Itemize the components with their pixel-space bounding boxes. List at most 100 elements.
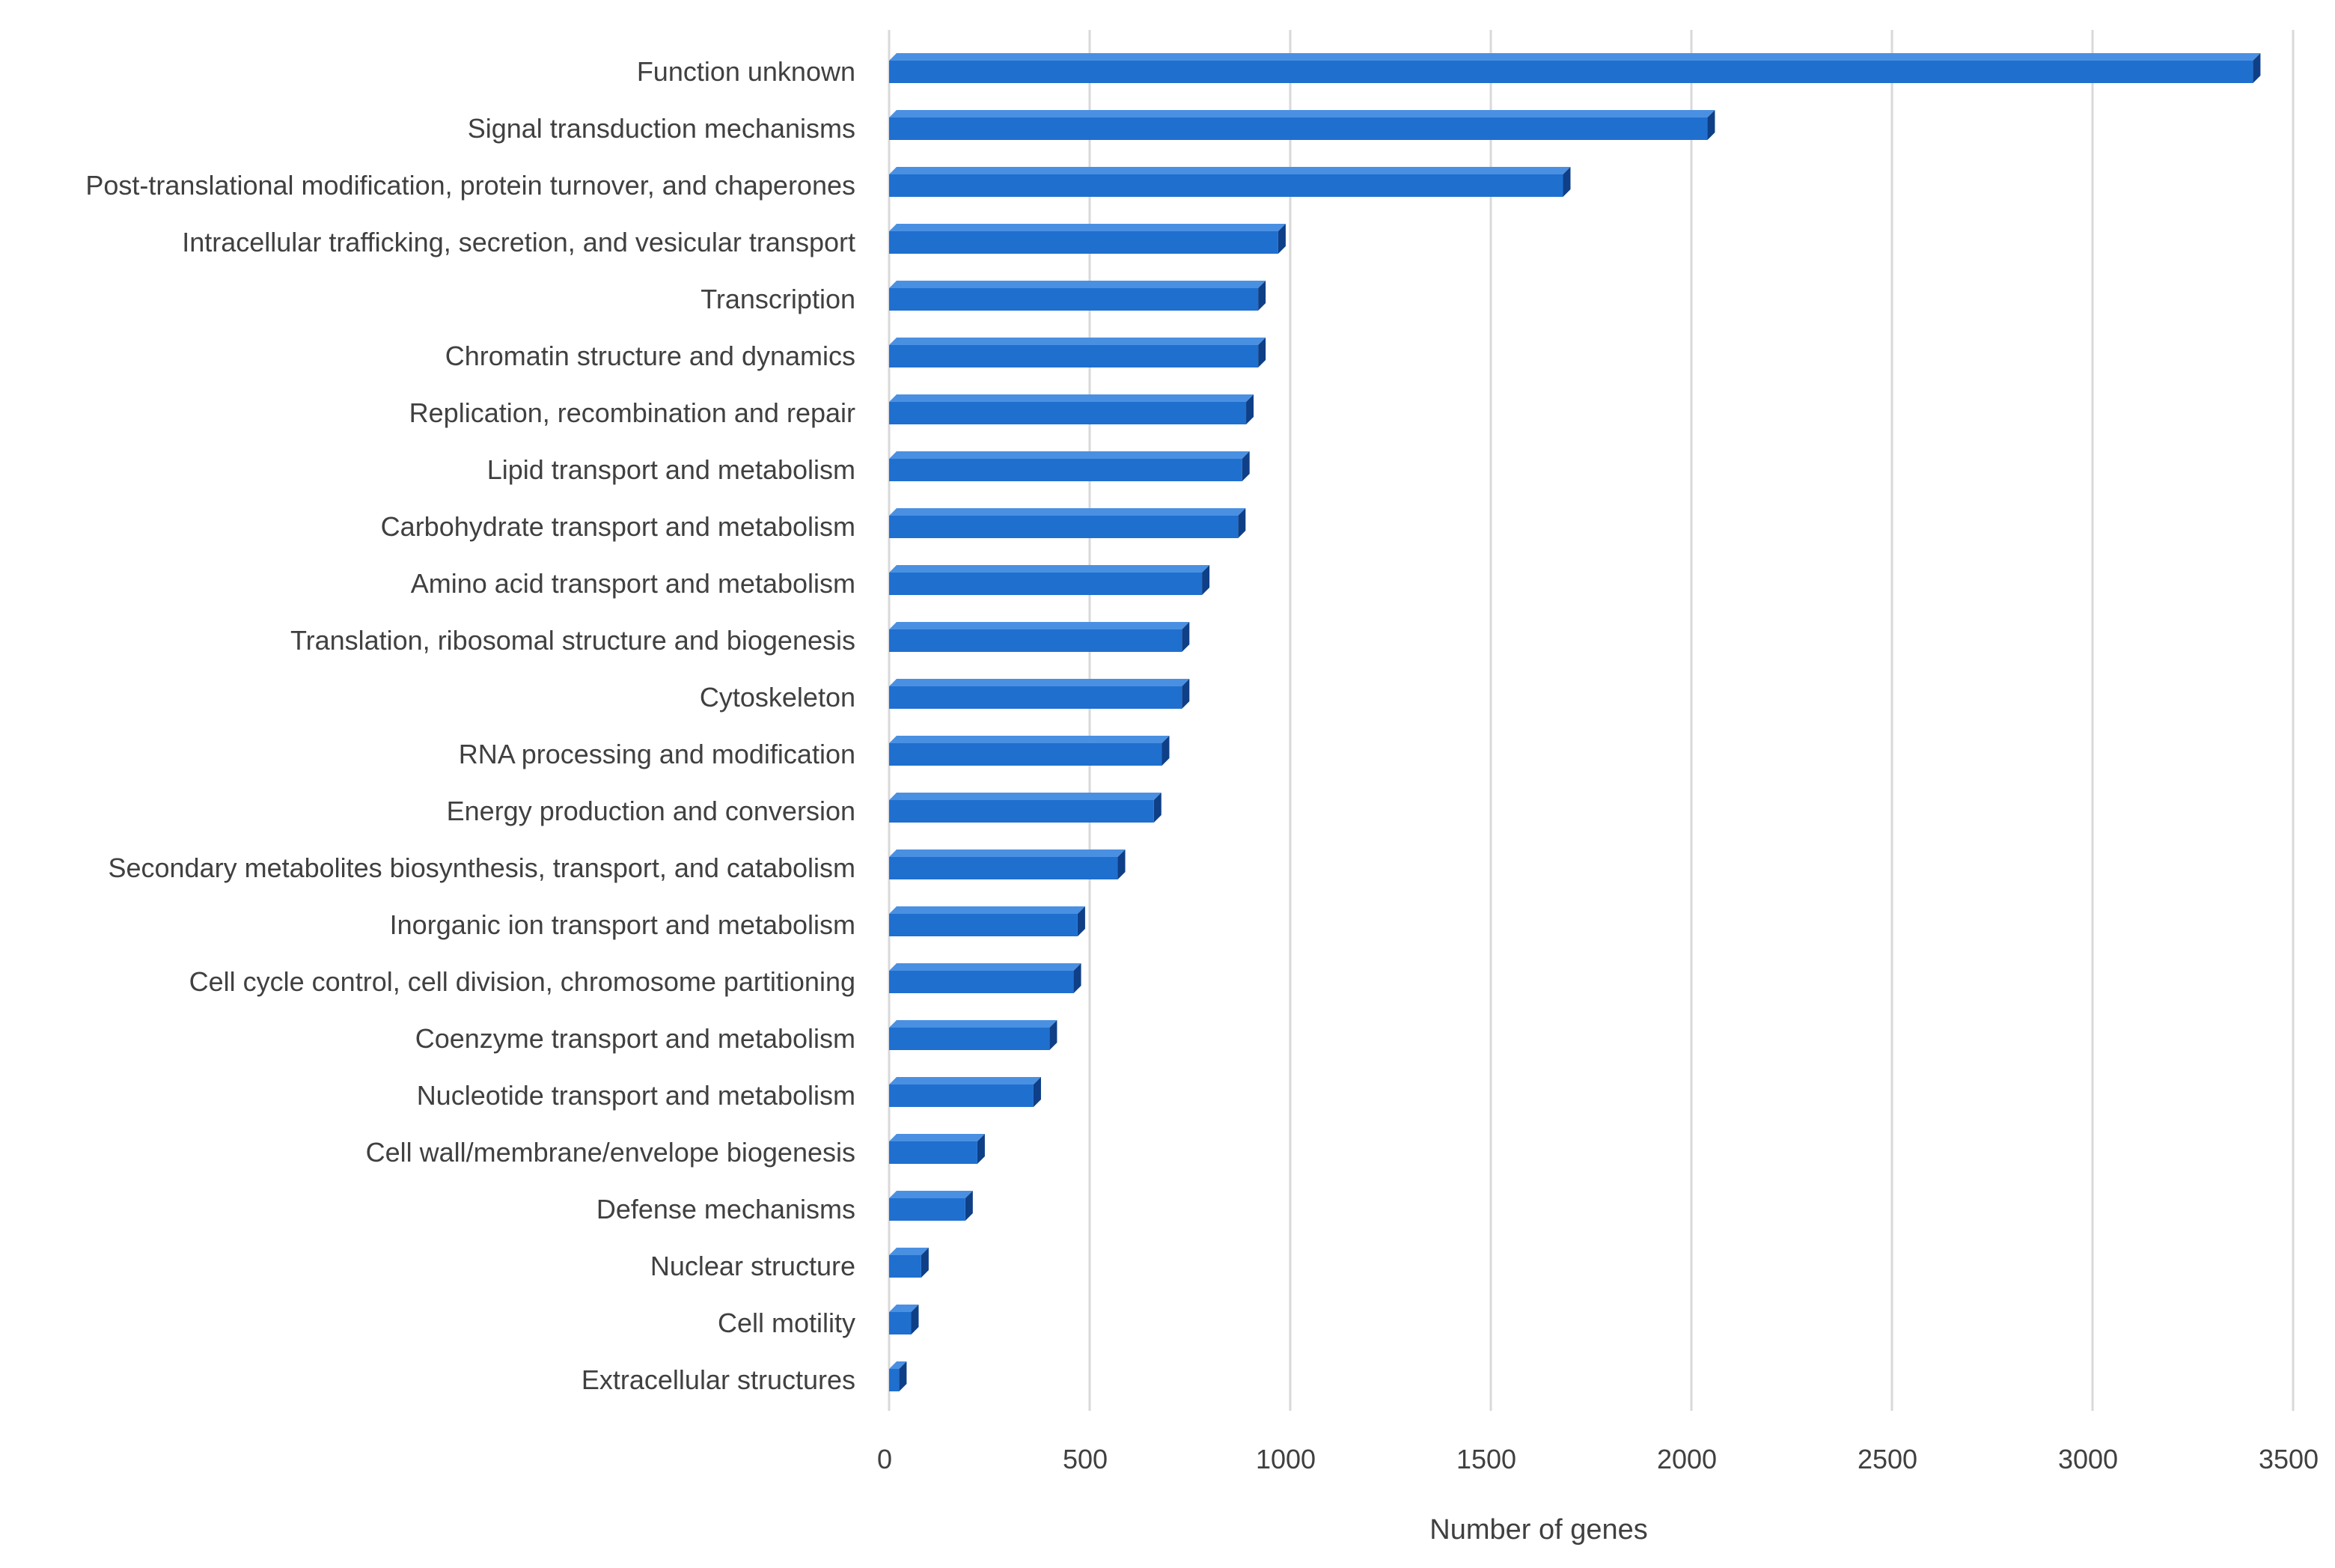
category-labels: Function unknown Signal transduction mech… xyxy=(85,56,855,1395)
category-label: Function unknown xyxy=(637,56,855,87)
bar xyxy=(889,849,1126,879)
category-label: Replication, recombination and repair xyxy=(409,397,855,428)
bar xyxy=(889,1191,973,1221)
category-label: Carbohydrate transport and metabolism xyxy=(381,511,855,542)
bar-front-face xyxy=(889,231,1278,254)
bar-top-face xyxy=(889,1248,929,1255)
bar xyxy=(889,110,1715,140)
bar-top-face xyxy=(889,622,1190,629)
bar-front-face xyxy=(889,686,1182,709)
category-label: Amino acid transport and metabolism xyxy=(411,568,855,599)
bar-side-face xyxy=(899,1361,907,1391)
bar-top-face xyxy=(889,565,1210,573)
bar-front-face xyxy=(889,118,1708,140)
bar-top-face xyxy=(889,906,1085,914)
bar-top-face xyxy=(889,110,1715,118)
category-label: Cell cycle control, cell division, chrom… xyxy=(189,966,855,997)
bar xyxy=(889,508,1246,538)
bar-top-face xyxy=(889,1191,973,1198)
bar-front-face xyxy=(889,914,1078,936)
bar-front-face xyxy=(889,971,1074,993)
bar-side-face xyxy=(1563,167,1571,197)
bar xyxy=(889,1305,919,1334)
bar-front-face xyxy=(889,1198,965,1221)
bar-side-face xyxy=(1162,736,1170,766)
bar-front-face xyxy=(889,288,1259,311)
x-tick-label: 500 xyxy=(1063,1444,1108,1474)
bar-side-face xyxy=(977,1134,985,1164)
bar-front-face xyxy=(889,459,1242,481)
category-label: Energy production and conversion xyxy=(447,796,855,826)
category-label: Cytoskeleton xyxy=(700,682,855,713)
bar-front-face xyxy=(889,1085,1034,1107)
bar-side-face xyxy=(965,1191,973,1221)
bar-side-face xyxy=(1202,565,1210,595)
category-label: Coenzyme transport and metabolism xyxy=(415,1023,855,1054)
bar-front-face xyxy=(889,516,1239,538)
category-label: Cell wall/membrane/envelope biogenesis xyxy=(366,1137,855,1168)
x-tick-label: 1500 xyxy=(1456,1444,1516,1474)
bar-side-face xyxy=(1073,963,1081,993)
bar-front-face xyxy=(889,1312,912,1334)
bar xyxy=(889,736,1170,766)
bar xyxy=(889,451,1250,481)
bar-front-face xyxy=(889,629,1182,652)
x-tick-label: 3500 xyxy=(2259,1444,2319,1474)
bar-front-face xyxy=(889,1141,977,1164)
bar-side-face xyxy=(1707,110,1715,140)
bar xyxy=(889,338,1266,367)
bar-front-face xyxy=(889,174,1563,197)
bar xyxy=(889,394,1254,424)
category-label: Signal transduction mechanisms xyxy=(468,113,855,144)
bar-top-face xyxy=(889,508,1246,516)
x-tick-label: 2500 xyxy=(1858,1444,1917,1474)
category-label: Chromatin structure and dynamics xyxy=(445,341,855,371)
bar-top-face xyxy=(889,451,1250,459)
x-tick-label: 2000 xyxy=(1657,1444,1717,1474)
x-tick-label: 3000 xyxy=(2058,1444,2118,1474)
bar-front-face xyxy=(889,1028,1050,1050)
bars xyxy=(889,53,2261,1391)
bar xyxy=(889,622,1190,652)
category-label: RNA processing and modification xyxy=(459,739,855,769)
bar-front-face xyxy=(889,743,1162,766)
bar-side-face xyxy=(911,1305,919,1334)
bar xyxy=(889,1361,907,1391)
bar-side-face xyxy=(1077,906,1085,936)
bar-top-face xyxy=(889,1305,919,1312)
category-label: Defense mechanisms xyxy=(596,1194,855,1224)
category-label: Nucleotide transport and metabolism xyxy=(417,1080,855,1111)
bar-top-face xyxy=(889,679,1190,686)
bar-front-face xyxy=(889,1369,900,1391)
bar-side-face xyxy=(1242,451,1250,481)
bar-top-face xyxy=(889,1361,907,1369)
bar-side-face xyxy=(1033,1077,1041,1107)
bar xyxy=(889,1077,1041,1107)
bar xyxy=(889,1020,1057,1050)
bar-side-face xyxy=(921,1248,929,1278)
bar-top-face xyxy=(889,224,1286,231)
bar xyxy=(889,679,1190,709)
bar-front-face xyxy=(889,800,1154,823)
bar-front-face xyxy=(889,345,1259,367)
bar-front-face xyxy=(889,61,2253,83)
bar-top-face xyxy=(889,849,1126,857)
bar-side-face xyxy=(1117,849,1126,879)
bar xyxy=(889,1134,985,1164)
category-label: Intracellular trafficking, secretion, an… xyxy=(182,227,855,257)
bar-top-face xyxy=(889,338,1266,345)
bar xyxy=(889,281,1266,311)
category-label: Lipid transport and metabolism xyxy=(487,454,855,485)
bar-side-face xyxy=(1049,1020,1057,1050)
bar xyxy=(889,1248,929,1278)
bar-side-face xyxy=(1182,679,1190,709)
category-label: Extracellular structures xyxy=(582,1364,855,1395)
bar-side-face xyxy=(1246,394,1254,424)
x-axis-title: Number of genes xyxy=(1429,1514,1648,1546)
bar-side-face xyxy=(1153,793,1162,823)
bar-top-face xyxy=(889,394,1254,402)
bar-side-face xyxy=(1258,338,1266,367)
bar-side-face xyxy=(1182,622,1190,652)
bar-top-face xyxy=(889,281,1266,288)
